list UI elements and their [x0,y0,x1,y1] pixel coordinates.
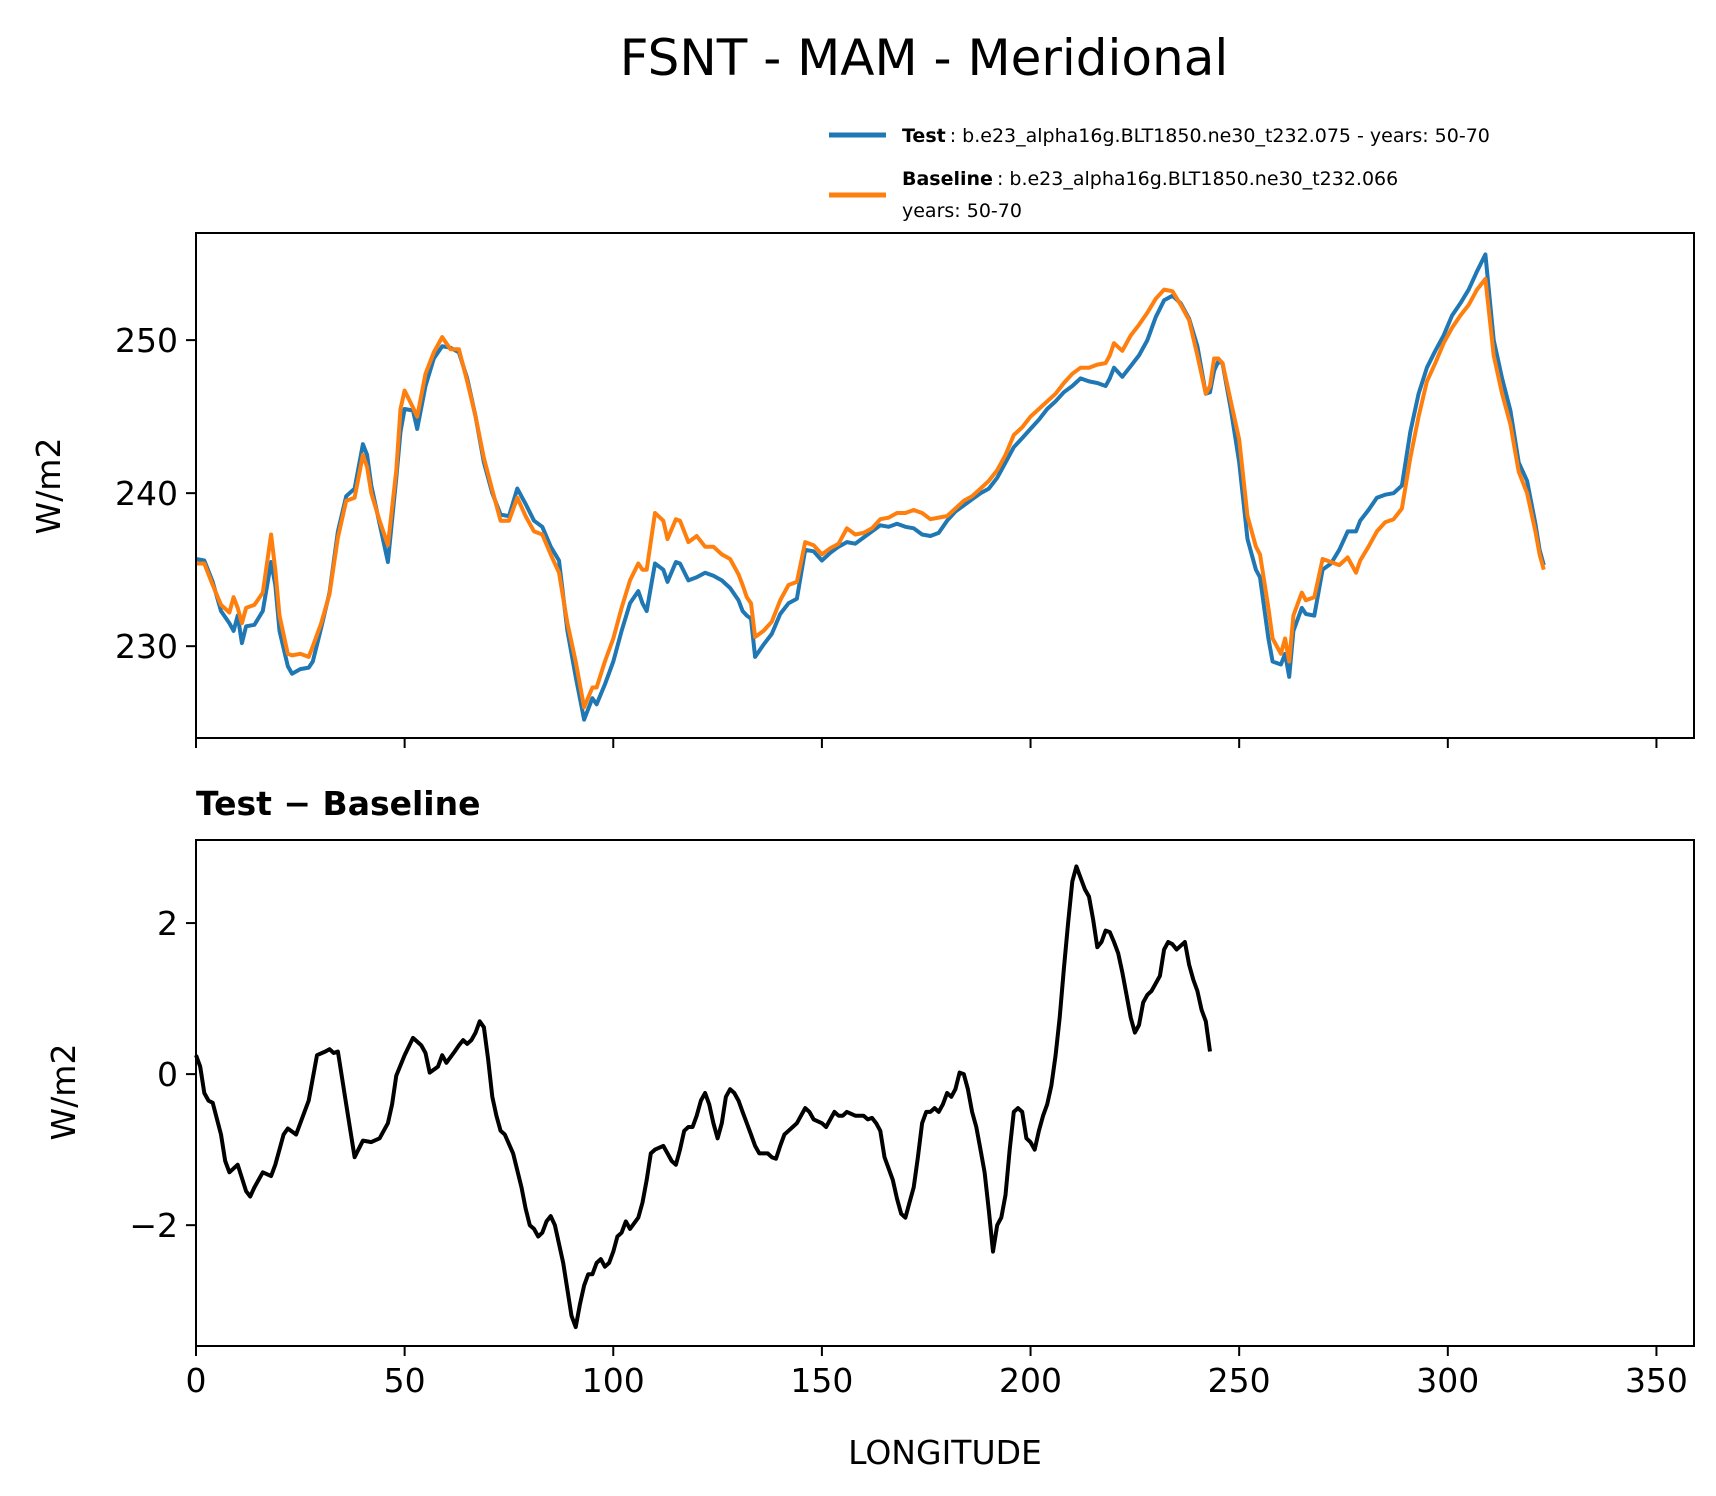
top-series-lines [195,252,1546,722]
legend: Test: b.e23_alpha16g.BLT1850.ne30_t232.0… [829,125,1490,222]
bottom-axes-frame [195,839,1695,1347]
figure-title: FSNT - MAM - Meridional [620,29,1229,87]
x-tick-label: 50 [384,1361,426,1400]
legend-label-baseline-bold: Baseline [902,168,993,190]
x-axis-label: LONGITUDE [848,1433,1042,1472]
top-y-axis-label: W/m2 [29,438,68,535]
top-y-tick-label: 230 [115,627,178,666]
bottom-y-axis-label: W/m2 [44,1044,83,1141]
bottom-y-tick-label: 0 [157,1055,178,1094]
bottom-x-ticks: 0 50 100 150 200 250 300 350 [186,1346,1688,1400]
legend-label-test-bold: Test [902,125,946,147]
bottom-y-tick-label: 2 [157,904,178,943]
bottom-axes: Test − Baseline 0 50 100 150 200 250 300 350 −2… [44,784,1695,1472]
legend-label-test: Test: b.e23_alpha16g.BLT1850.ne30_t232.0… [902,125,1490,147]
x-tick-label: 350 [1625,1361,1688,1400]
x-tick-label: 300 [1416,1361,1479,1400]
bottom-series-lines [194,864,1212,1330]
top-series-line-baseline [196,276,1546,710]
top-axes-frame [195,232,1695,739]
bottom-series-line-difference [194,864,1212,1330]
top-y-tick-label: 250 [115,321,178,360]
legend-label-baseline: Baseline: b.e23_alpha16g.BLT1850.ne30_t2… [902,168,1398,190]
top-x-ticks [195,738,1658,748]
legend-label-baseline-text: : b.e23_alpha16g.BLT1850.ne30_t232.066 [997,168,1398,190]
top-y-ticks: 230 240 250 [115,321,196,666]
x-tick-label: 0 [186,1361,207,1400]
x-tick-label: 200 [999,1361,1062,1400]
bottom-y-tick-label: −2 [129,1206,178,1245]
top-y-tick-label: 240 [115,474,178,513]
bottom-y-ticks: −2 0 2 [129,904,196,1245]
legend-label-baseline-line2: years: 50-70 [902,200,1022,222]
x-tick-label: 250 [1208,1361,1271,1400]
x-tick-label: 150 [790,1361,853,1400]
top-axes: 230 240 250 W/m2 [29,232,1695,748]
legend-label-test-text: : b.e23_alpha16g.BLT1850.ne30_t232.075 -… [950,125,1490,147]
bottom-subtitle: Test − Baseline [196,784,481,823]
x-tick-label: 100 [582,1361,645,1400]
